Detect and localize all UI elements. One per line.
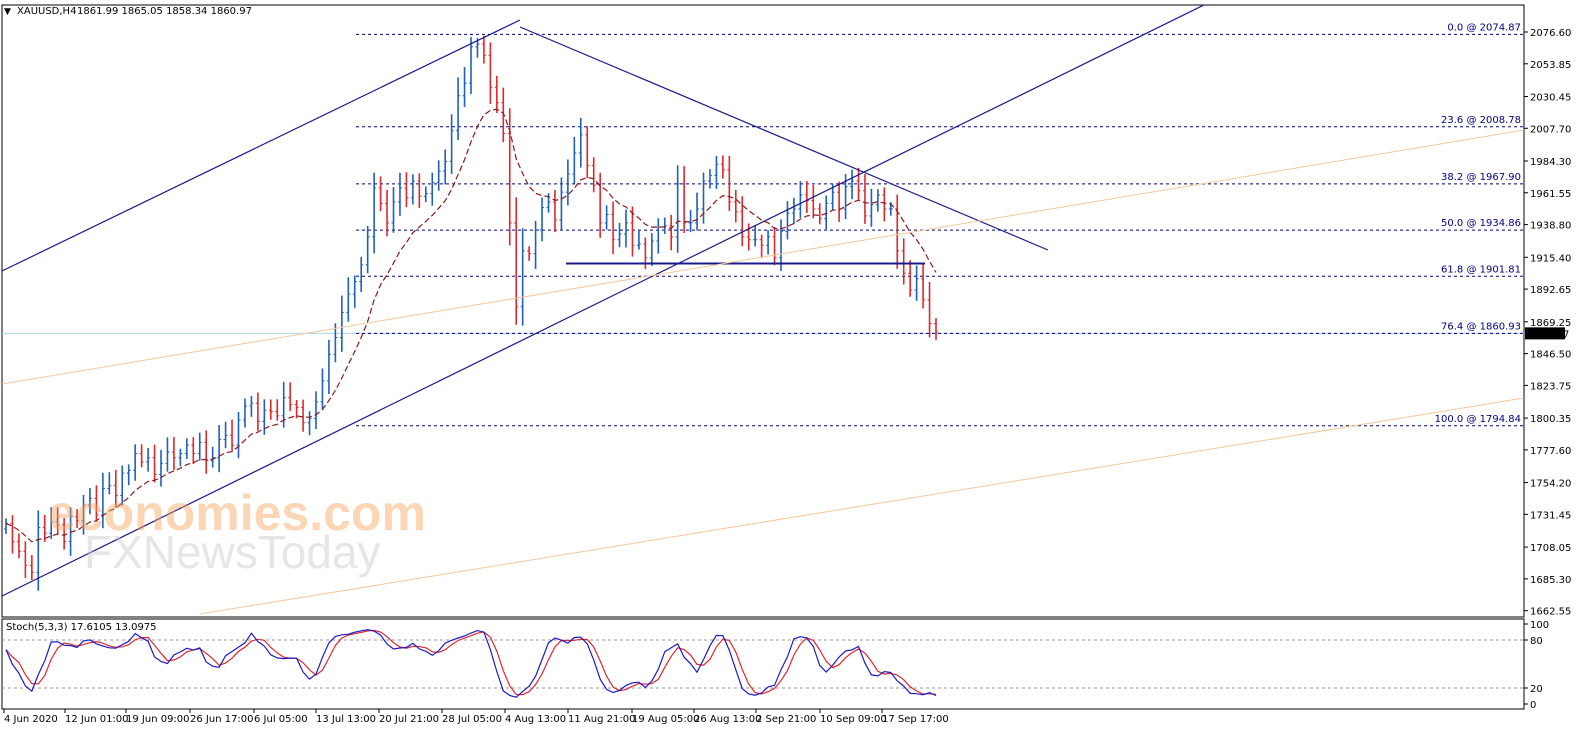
time-tick-label-7: 28 Jul 05:00 bbox=[442, 714, 502, 725]
stoch-signal-line bbox=[5, 629, 937, 696]
stoch-tick-label-3: 0 bbox=[1530, 700, 1536, 711]
fib-label-3: 50.0 @ 1934.86 bbox=[1441, 218, 1521, 229]
price-tick-label-0: 2076.60 bbox=[1530, 28, 1571, 39]
price-tick-label-9: 1869.25 bbox=[1530, 318, 1571, 329]
upper-channel-line bbox=[2, 19, 521, 272]
price-tick-label-14: 1754.20 bbox=[1530, 479, 1571, 490]
rising-trendline bbox=[2, 5, 1206, 597]
price-tick-label-2: 2030.45 bbox=[1530, 92, 1571, 103]
price-tick-label-1: 2053.85 bbox=[1530, 60, 1571, 71]
time-tick-label-8: 4 Aug 13:00 bbox=[505, 714, 566, 725]
time-tick-label-13: 10 Sep 09:00 bbox=[820, 714, 887, 725]
time-tick-label-5: 13 Jul 13:00 bbox=[316, 714, 376, 725]
stoch-panel-frame bbox=[1, 618, 1525, 710]
time-tick-label-11: 26 Aug 13:00 bbox=[694, 714, 761, 725]
current-price-box bbox=[1525, 327, 1565, 340]
orange-channel-upper bbox=[2, 129, 1524, 385]
time-tick-label-14: 17 Sep 17:00 bbox=[882, 714, 949, 725]
time-tick-label-1: 12 Jun 01:00 bbox=[65, 714, 129, 725]
current-price-label: 1860.97 bbox=[1528, 329, 1569, 340]
time-tick-label-2: 19 Jun 09:00 bbox=[126, 714, 190, 725]
price-tick-label-17: 1685.30 bbox=[1530, 575, 1571, 586]
stoch-tick-label-2: 20 bbox=[1530, 684, 1543, 695]
fib-label-6: 100.0 @ 1794.84 bbox=[1435, 414, 1521, 425]
time-tick-label-4: 6 Jul 05:00 bbox=[254, 714, 308, 725]
price-tick-label-18: 1662.55 bbox=[1530, 607, 1571, 618]
watermark-line1: economies.com bbox=[48, 485, 426, 541]
time-tick-label-9: 11 Aug 21:00 bbox=[568, 714, 635, 725]
orange-channel-lower bbox=[199, 397, 1524, 615]
ohlc-values: 1861.99 1865.05 1858.34 1860.97 bbox=[77, 6, 252, 17]
fib-label-0: 0.0 @ 2074.87 bbox=[1447, 22, 1521, 33]
price-tick-label-7: 1915.40 bbox=[1530, 253, 1571, 264]
price-tick-label-13: 1777.60 bbox=[1530, 446, 1571, 457]
fib-label-2: 38.2 @ 1967.90 bbox=[1441, 172, 1521, 183]
chart-symbol-icon: ▼ bbox=[4, 7, 11, 17]
price-tick-label-11: 1823.75 bbox=[1530, 381, 1571, 392]
price-tick-label-12: 1800.35 bbox=[1530, 414, 1571, 425]
time-tick-label-10: 19 Aug 05:00 bbox=[632, 714, 699, 725]
falling-trendline bbox=[519, 26, 1049, 251]
price-tick-label-10: 1846.50 bbox=[1530, 350, 1571, 361]
watermark: economies.com FXNewsToday bbox=[48, 485, 426, 578]
price-tick-label-16: 1708.05 bbox=[1530, 543, 1571, 554]
time-tick-label-6: 20 Jul 21:00 bbox=[379, 714, 439, 725]
moving-average-line bbox=[5, 108, 937, 543]
price-tick-label-3: 2007.70 bbox=[1530, 124, 1571, 135]
price-tick-label-5: 1961.55 bbox=[1530, 189, 1571, 200]
fib-label-1: 23.6 @ 2008.78 bbox=[1441, 115, 1521, 126]
watermark-line2: FXNewsToday bbox=[84, 526, 381, 578]
fib-label-5: 76.4 @ 1860.93 bbox=[1441, 321, 1521, 332]
main-panel-frame bbox=[1, 4, 1525, 618]
time-tick-label-0: 4 Jun 2020 bbox=[4, 714, 58, 725]
price-tick-label-4: 1984.30 bbox=[1530, 157, 1571, 168]
price-tick-label-6: 1938.80 bbox=[1530, 221, 1571, 232]
price-tick-label-8: 1892.65 bbox=[1530, 285, 1571, 296]
stoch-label: Stoch(5,3,3) 17.6105 13.0975 bbox=[6, 622, 157, 633]
price-tick-label-15: 1731.45 bbox=[1530, 510, 1571, 521]
stoch-main-line bbox=[5, 629, 937, 698]
stoch-tick-label-0: 100 bbox=[1530, 620, 1549, 631]
time-tick-label-3: 26 Jun 17:00 bbox=[190, 714, 254, 725]
chart-symbol: XAUUSD,H4 bbox=[17, 6, 76, 17]
stoch-tick-label-1: 80 bbox=[1530, 636, 1543, 647]
time-tick-label-12: 2 Sep 21:00 bbox=[756, 714, 816, 725]
fib-label-4: 61.8 @ 1901.81 bbox=[1441, 264, 1521, 275]
